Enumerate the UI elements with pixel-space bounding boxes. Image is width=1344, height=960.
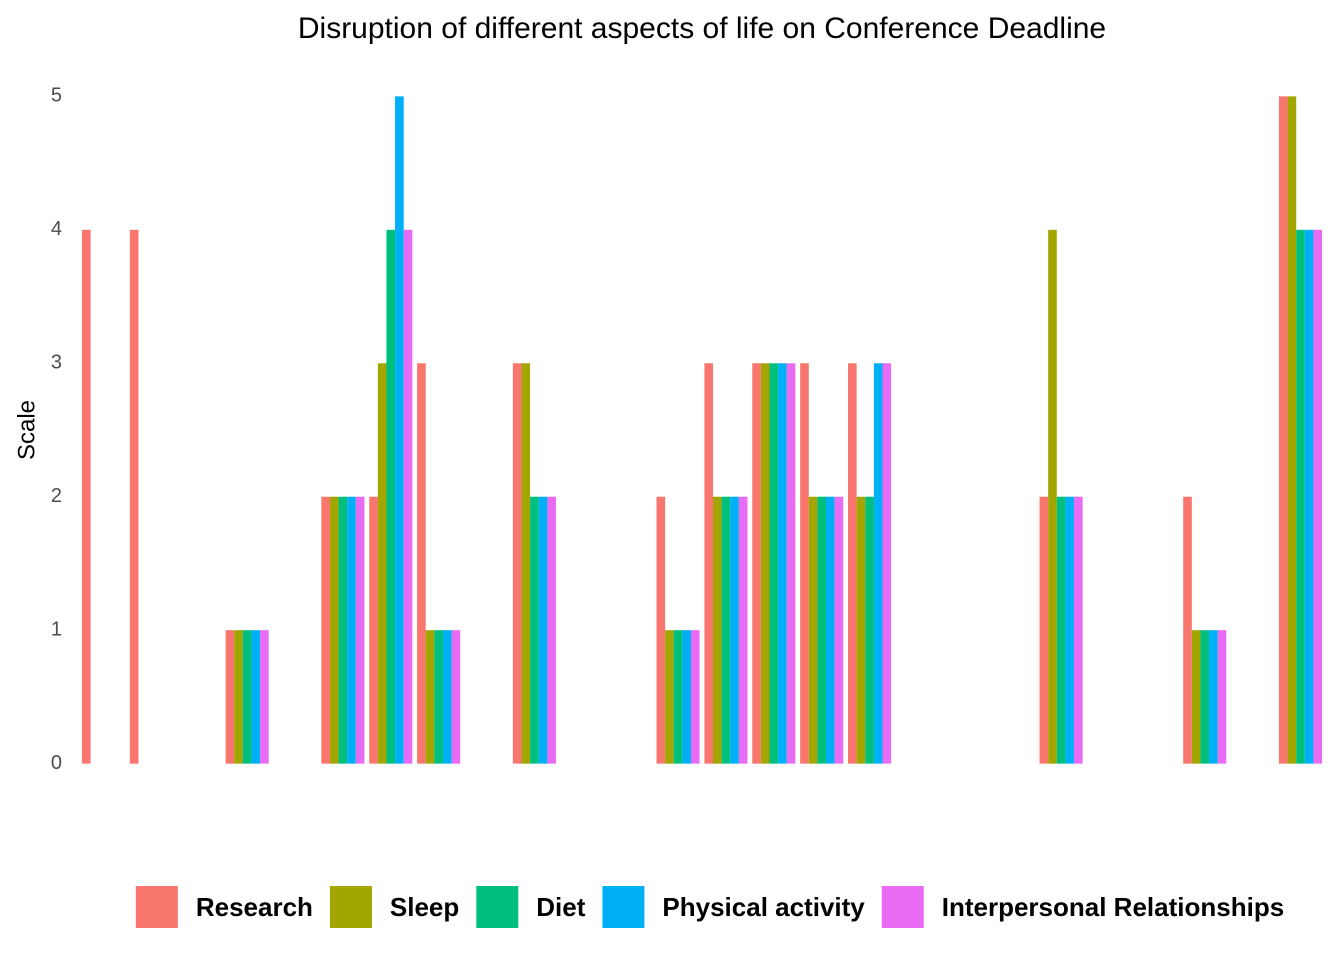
bar xyxy=(369,496,378,764)
bar xyxy=(1039,496,1049,764)
legend-label: Research xyxy=(196,892,313,922)
bar xyxy=(808,496,818,764)
bar xyxy=(882,363,892,764)
y-axis-label: Scale xyxy=(13,400,40,460)
bar xyxy=(752,363,761,764)
bar xyxy=(234,630,243,764)
bar xyxy=(425,630,435,764)
bar xyxy=(721,496,731,764)
bar xyxy=(1065,496,1075,764)
bar xyxy=(826,496,835,764)
bar xyxy=(521,363,531,764)
bar xyxy=(81,229,91,764)
bar xyxy=(329,496,339,764)
bar xyxy=(260,630,269,764)
bar xyxy=(656,496,666,764)
legend-key xyxy=(135,886,178,928)
legend-label: Diet xyxy=(536,892,585,922)
bar xyxy=(242,630,252,764)
bar xyxy=(673,630,683,764)
bar xyxy=(321,496,330,764)
bar xyxy=(704,363,714,764)
legend-key xyxy=(476,886,519,928)
bar xyxy=(442,630,452,764)
bar xyxy=(738,496,748,764)
bar xyxy=(730,496,739,764)
bar xyxy=(1191,630,1201,764)
bar xyxy=(1304,229,1314,764)
y-tick-label: 4 xyxy=(51,218,62,240)
bar xyxy=(1056,496,1066,764)
bar xyxy=(1200,630,1210,764)
bar xyxy=(395,96,404,764)
bar xyxy=(713,496,722,764)
bar xyxy=(834,496,844,764)
bar xyxy=(856,496,866,764)
bar xyxy=(417,363,426,764)
bar xyxy=(434,630,443,764)
bar xyxy=(1048,229,1057,764)
legend-label: Physical activity xyxy=(662,892,865,922)
bar xyxy=(530,496,539,764)
bar xyxy=(1296,229,1305,764)
bar xyxy=(873,363,883,764)
bar xyxy=(1209,630,1218,764)
bar xyxy=(817,496,827,764)
bar xyxy=(1278,96,1288,764)
bar xyxy=(1183,496,1192,764)
bar xyxy=(1313,229,1323,764)
y-tick-label: 1 xyxy=(51,618,62,640)
bar xyxy=(778,363,787,764)
bar xyxy=(251,630,261,764)
bar xyxy=(338,496,348,764)
bar xyxy=(512,363,522,764)
legend-label: Interpersonal Relationships xyxy=(942,892,1284,922)
bar xyxy=(225,630,235,764)
bar xyxy=(386,229,396,764)
bar xyxy=(800,363,809,764)
legend-key xyxy=(881,886,924,928)
bar xyxy=(848,363,857,764)
y-tick-label: 0 xyxy=(51,752,62,774)
bar xyxy=(547,496,556,764)
bar xyxy=(760,363,770,764)
bar xyxy=(1074,496,1083,764)
bar xyxy=(538,496,548,764)
bar xyxy=(377,363,387,764)
bar xyxy=(1287,96,1297,764)
legend-key xyxy=(329,886,372,928)
legend-key xyxy=(602,886,645,928)
bar xyxy=(690,630,700,764)
y-tick-label: 2 xyxy=(51,485,62,507)
bar xyxy=(347,496,356,764)
bar xyxy=(865,496,874,764)
bar xyxy=(403,229,413,764)
bar xyxy=(665,630,674,764)
bar xyxy=(769,363,779,764)
bar xyxy=(1217,630,1227,764)
bar xyxy=(682,630,691,764)
y-tick-label: 5 xyxy=(51,85,62,107)
bar xyxy=(355,496,365,764)
legend-label: Sleep xyxy=(390,892,459,922)
bar xyxy=(129,229,139,764)
y-tick-label: 3 xyxy=(51,352,62,374)
bar xyxy=(786,363,796,764)
bar xyxy=(451,630,461,764)
chart-title: Disruption of different aspects of life … xyxy=(298,12,1106,45)
